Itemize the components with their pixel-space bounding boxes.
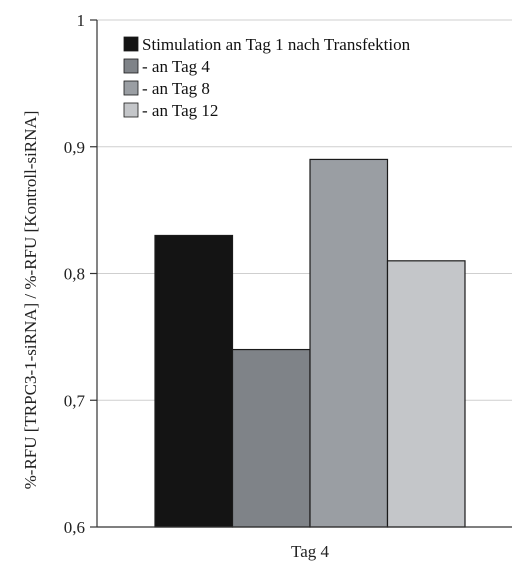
legend-label-3: - an Tag 8 [142, 79, 210, 98]
bar-3 [309, 158, 389, 528]
bars [154, 158, 466, 528]
y-tick-label: 0,9 [64, 138, 85, 157]
bar-2 [231, 348, 311, 528]
legend-swatch-3 [123, 80, 139, 96]
legend-swatch-4 [123, 102, 139, 118]
legend-label-4: - an Tag 12 [142, 101, 218, 120]
y-tick-label: 1 [77, 11, 86, 30]
y-tick-label: 0,8 [64, 265, 85, 284]
legend: Stimulation an Tag 1 nach Transfektion - … [123, 35, 411, 120]
legend-swatch-1 [123, 36, 139, 52]
bar-4 [386, 260, 466, 528]
y-tick-label: 0,7 [64, 391, 86, 410]
x-tick-label: Tag 4 [291, 542, 329, 561]
y-axis-title: %-RFU [TRPC3-1-siRNA] / %-RFU [Kontroll-… [21, 111, 40, 490]
bar-1 [154, 234, 234, 528]
x-ticks: Tag 4 [291, 542, 329, 561]
legend-swatch-2 [123, 58, 139, 74]
y-tick-label: 0,6 [64, 518, 85, 537]
y-ticks: 0,6 0,7 0,8 0,9 1 [64, 11, 97, 537]
legend-label-2: - an Tag 4 [142, 57, 210, 76]
legend-label-1: Stimulation an Tag 1 nach Transfektion [142, 35, 411, 54]
